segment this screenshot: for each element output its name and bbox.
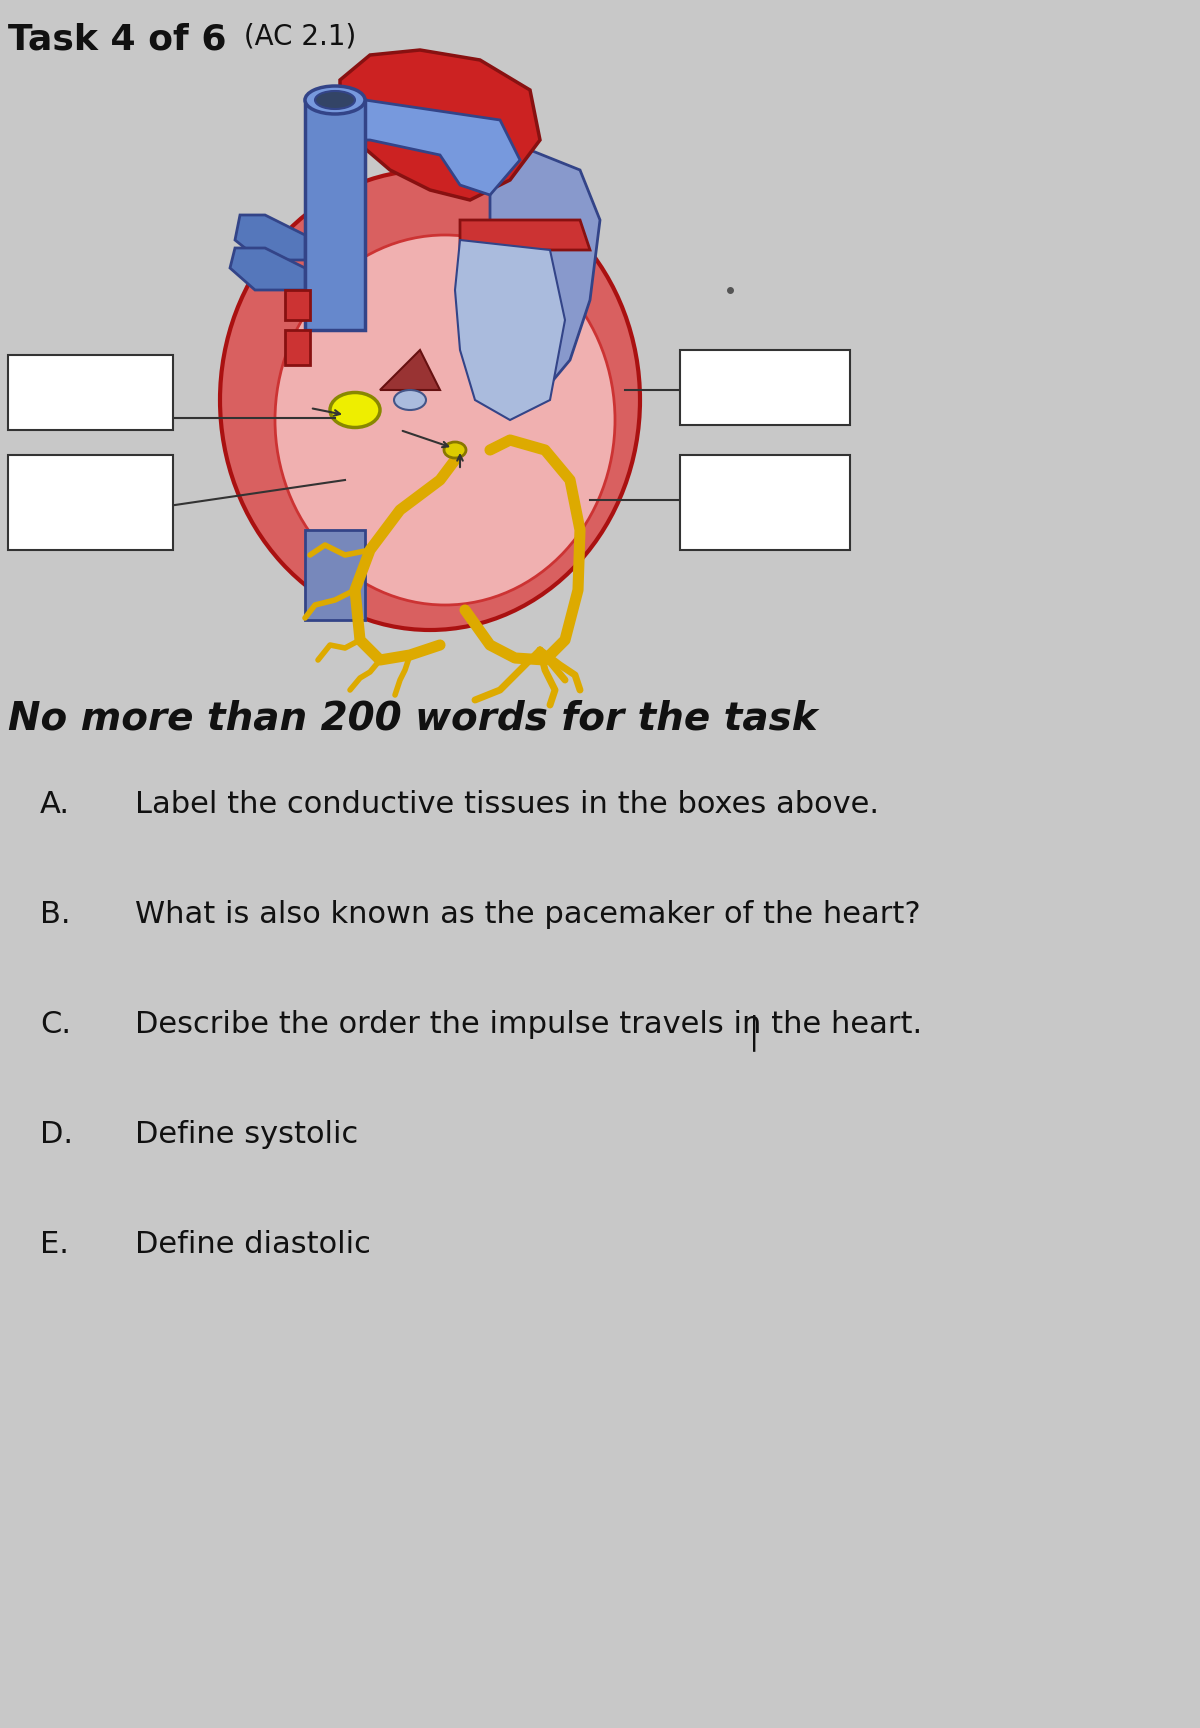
- Bar: [8, 354, 173, 430]
- Polygon shape: [305, 530, 365, 620]
- Polygon shape: [286, 330, 310, 365]
- Text: E.: E.: [40, 1230, 68, 1260]
- Polygon shape: [286, 290, 310, 320]
- Ellipse shape: [220, 169, 640, 631]
- Text: C.: C.: [40, 1009, 71, 1039]
- Text: A.: A.: [40, 790, 70, 819]
- Polygon shape: [335, 100, 520, 195]
- Ellipse shape: [305, 86, 365, 114]
- Polygon shape: [460, 219, 590, 251]
- Text: D.: D.: [40, 1120, 73, 1149]
- Polygon shape: [305, 100, 365, 330]
- Text: No more than 200 words for the task: No more than 200 words for the task: [8, 700, 817, 738]
- Text: (AC 2.1): (AC 2.1): [235, 22, 356, 50]
- Bar: [8, 454, 173, 550]
- Text: What is also known as the pacemaker of the heart?: What is also known as the pacemaker of t…: [134, 900, 920, 930]
- Text: Label the conductive tissues in the boxes above.: Label the conductive tissues in the boxe…: [134, 790, 878, 819]
- Text: B.: B.: [40, 900, 71, 930]
- Ellipse shape: [444, 442, 466, 458]
- Text: Define diastolic: Define diastolic: [134, 1230, 371, 1260]
- Polygon shape: [455, 240, 565, 420]
- Polygon shape: [235, 214, 305, 259]
- Polygon shape: [490, 140, 600, 391]
- Bar: [680, 351, 850, 425]
- Text: Define systolic: Define systolic: [134, 1120, 359, 1149]
- Text: Describe the order the impulse travels in the heart.: Describe the order the impulse travels i…: [134, 1009, 922, 1039]
- Polygon shape: [380, 351, 440, 391]
- Polygon shape: [340, 50, 540, 200]
- Bar: [680, 454, 850, 550]
- Text: Task 4 of 6: Task 4 of 6: [8, 22, 227, 55]
- Ellipse shape: [275, 235, 616, 605]
- Ellipse shape: [314, 92, 355, 109]
- Polygon shape: [230, 249, 305, 290]
- Ellipse shape: [394, 391, 426, 410]
- Ellipse shape: [330, 392, 380, 427]
- Text: │: │: [745, 1014, 763, 1051]
